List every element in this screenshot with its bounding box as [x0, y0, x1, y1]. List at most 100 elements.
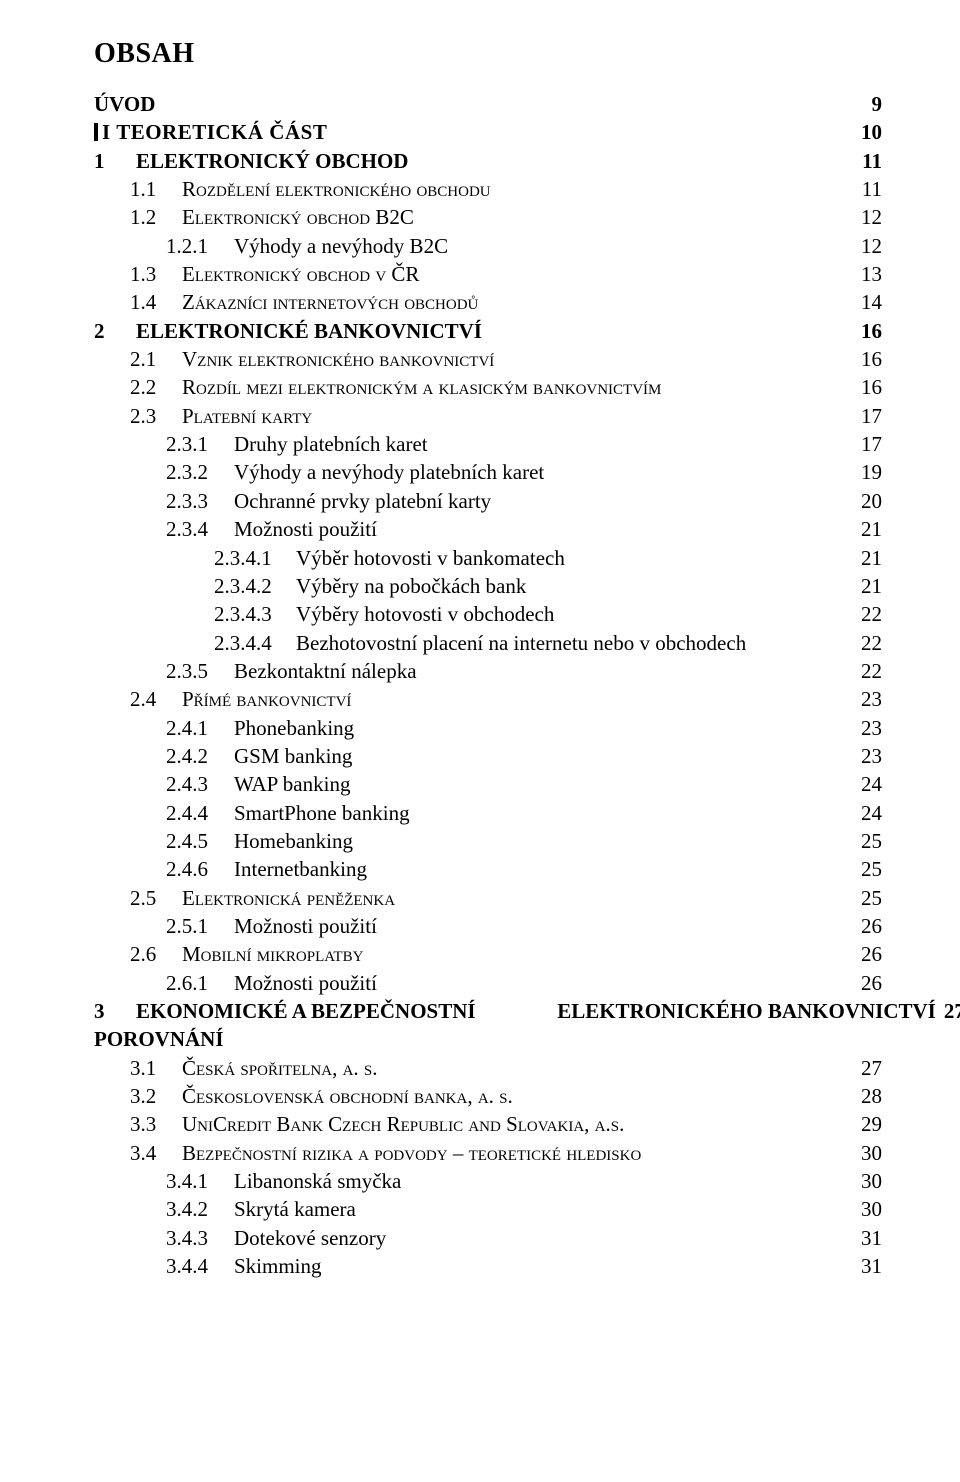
toc-entry-number: 2.3.2: [166, 458, 234, 486]
toc-entry-number: 2.2: [130, 373, 182, 401]
toc-entry: 3.4.1Libanonská smyčka30: [94, 1167, 882, 1195]
toc-entry: 2.3.4.3Výběry hotovosti v obchodech22: [94, 600, 882, 628]
toc-entry-number: 3.4.2: [166, 1195, 234, 1223]
toc-entry-number: 2.4.5: [166, 827, 234, 855]
toc-entry-label: Možnosti použití: [234, 969, 377, 997]
toc-entry-number: 2.1: [130, 345, 182, 373]
toc-entry-page: 16: [857, 373, 882, 401]
toc-entry-page: 27: [857, 1054, 882, 1082]
toc-entry-page: 10: [857, 118, 882, 146]
toc-entry-page: 31: [857, 1224, 882, 1252]
toc-entry-label: Výběry hotovosti v obchodech: [296, 600, 554, 628]
toc-entry-label: Elektronický obchod v ČR: [182, 260, 419, 288]
toc-entry-page: 22: [857, 657, 882, 685]
toc-entry-number: 2.4.4: [166, 799, 234, 827]
toc-entry-label: GSM banking: [234, 742, 352, 770]
toc-entry-page: 20: [857, 487, 882, 515]
toc-entry: 2.4.3WAP banking24: [94, 770, 882, 798]
toc-entry: 2.4.1Phonebanking23: [94, 714, 882, 742]
toc-entry-label: Platební karty: [182, 402, 312, 430]
toc-entry: 3.1Česká spořitelna, a. s.27: [94, 1054, 882, 1082]
toc-entry-page: 21: [857, 515, 882, 543]
toc-entry-label: Elektronický obchod B2C: [182, 203, 414, 231]
toc-entry-label: Výběry na pobočkách bank: [296, 572, 526, 600]
toc-entry-page: 13: [857, 260, 882, 288]
toc-entry: 3.4.3Dotekové senzory31: [94, 1224, 882, 1252]
toc-entry-number: 2.3.4: [166, 515, 234, 543]
toc-entry-label: Vznik elektronického bankovnictví: [182, 345, 494, 373]
toc-entry-label: ELEKTRONICKÉ BANKOVNICTVÍ: [136, 317, 482, 345]
toc-entry-page: 28: [857, 1082, 882, 1110]
toc-entry-label: Internetbanking: [234, 855, 367, 883]
toc-entry-number: 2.3: [130, 402, 182, 430]
toc-entry: 3.4.4Skimming31: [94, 1252, 882, 1280]
toc-entry-number: 2: [94, 317, 136, 345]
toc-entry-number: 1.3: [130, 260, 182, 288]
toc-entry-page: 9: [868, 90, 883, 118]
toc-entry-number: 3.4.4: [166, 1252, 234, 1280]
toc-entry-page: 19: [857, 458, 882, 486]
toc-entry-label: ELEKTRONICKÝ OBCHOD: [136, 147, 408, 175]
toc-entry: ITEORETICKÁ ČÁST10: [94, 118, 882, 146]
toc-entry-label: TEORETICKÁ ČÁST: [116, 118, 327, 146]
toc-entry-label: Phonebanking: [234, 714, 354, 742]
toc-entry: 3.3UniCredit Bank Czech Republic and Slo…: [94, 1110, 882, 1138]
toc-entry-number: 2.5: [130, 884, 182, 912]
toc-entry-label: Výhody a nevýhody B2C: [234, 232, 448, 260]
toc-entry-page: 30: [857, 1195, 882, 1223]
toc-entry: 2.4.6Internetbanking25: [94, 855, 882, 883]
toc-entry: 2.3.5Bezkontaktní nálepka22: [94, 657, 882, 685]
toc-entry-label: Československá obchodní banka, a. s.: [182, 1082, 513, 1110]
toc-entry-number: 2.5.1: [166, 912, 234, 940]
toc-entry-page: 11: [858, 147, 882, 175]
toc-entry-page: 30: [857, 1139, 882, 1167]
toc-entry: 3EKONOMICKÉ A BEZPEČNOSTNÍ POROVNÁNÍ ELE…: [94, 997, 882, 1054]
toc-body: ÚVOD9ITEORETICKÁ ČÁST101ELEKTRONICKÝ OBC…: [94, 90, 882, 1280]
toc-entry-label: Možnosti použití: [234, 515, 377, 543]
toc-entry-page: 11: [858, 175, 882, 203]
toc-entry: 3.4.2Skrytá kamera30: [94, 1195, 882, 1223]
toc-entry-number: 3.2: [130, 1082, 182, 1110]
toc-entry-page: 12: [857, 203, 882, 231]
toc-entry-label: Dotekové senzory: [234, 1224, 386, 1252]
toc-entry-page: 23: [857, 742, 882, 770]
toc-entry-label: Ochranné prvky platební karty: [234, 487, 491, 515]
toc-entry-page: 25: [857, 855, 882, 883]
toc-entry-number: 2.6.1: [166, 969, 234, 997]
toc-entry-label: Bezpečnostní rizika a podvody – teoretic…: [182, 1139, 641, 1167]
toc-entry-page: 23: [857, 714, 882, 742]
toc-entry-number: 3.4.1: [166, 1167, 234, 1195]
toc-entry-page: 16: [857, 345, 882, 373]
toc-entry: 1.1Rozdělení elektronického obchodu11: [94, 175, 882, 203]
toc-entry-page: 27: [940, 997, 960, 1025]
toc-entry-label: Rozdíl mezi elektronickým a klasickým ba…: [182, 373, 661, 401]
toc-entry: 2.3.4.2Výběry na pobočkách bank21: [94, 572, 882, 600]
toc-entry-page: 25: [857, 827, 882, 855]
toc-entry-number: 1.2: [130, 203, 182, 231]
toc-entry-number: 2.3.4.4: [214, 629, 296, 657]
toc-entry: 2.4.5Homebanking 25: [94, 827, 882, 855]
toc-entry: 2.3.1Druhy platebních karet17: [94, 430, 882, 458]
toc-entry-number: 2.4.2: [166, 742, 234, 770]
toc-entry: 2.3.4.1Výběr hotovosti v bankomatech21: [94, 544, 882, 572]
toc-entry-number: 1.1: [130, 175, 182, 203]
toc-entry-label: Homebanking: [234, 827, 353, 855]
toc-entry-label: SmartPhone banking: [234, 799, 410, 827]
toc-entry-page: 24: [857, 799, 882, 827]
toc-entry-page: 22: [857, 600, 882, 628]
toc-entry: 2.6.1Možnosti použití 26: [94, 969, 882, 997]
toc-entry-page: 26: [857, 969, 882, 997]
toc-entry: 2.4Přímé bankovnictví23: [94, 685, 882, 713]
toc-entry-page: 16: [857, 317, 882, 345]
toc-entry: 2.4.4SmartPhone banking 24: [94, 799, 882, 827]
toc-entry-page: 24: [857, 770, 882, 798]
toc-entry-label: Výběr hotovosti v bankomatech: [296, 544, 565, 572]
toc-entry: 2.5Elektronická peněženka25: [94, 884, 882, 912]
toc-entry-number: 1.4: [130, 288, 182, 316]
toc-entry: 2.3.3Ochranné prvky platební karty20: [94, 487, 882, 515]
toc-entry: 2.6Mobilní mikroplatby26: [94, 940, 882, 968]
toc-entry-number: 2.3.4.2: [214, 572, 296, 600]
toc-entry: 1ELEKTRONICKÝ OBCHOD11: [94, 147, 882, 175]
toc-entry-page: 25: [857, 884, 882, 912]
toc-entry: 2.4.2GSM banking 23: [94, 742, 882, 770]
